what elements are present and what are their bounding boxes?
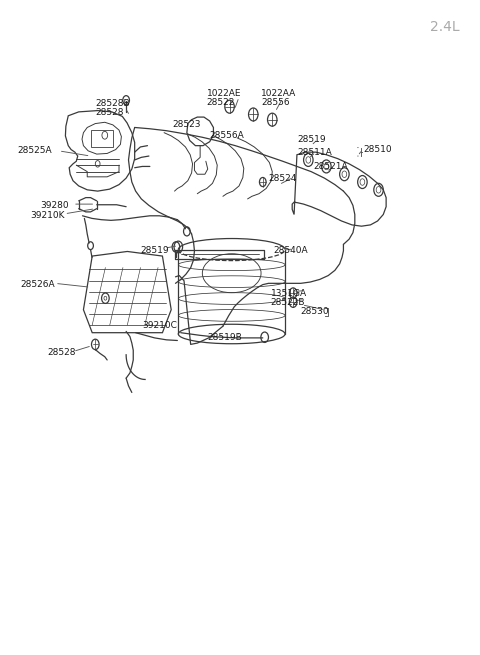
Text: 1022AE: 1022AE (207, 89, 241, 98)
Text: 28525A: 28525A (17, 146, 52, 155)
Bar (91, 130, 113, 147)
Text: 28511A: 28511A (297, 147, 332, 157)
Text: 28556: 28556 (261, 98, 290, 107)
Text: 28524: 28524 (268, 174, 297, 183)
Text: 28522B: 28522B (271, 297, 305, 307)
Text: 1022AA: 1022AA (261, 89, 297, 98)
Text: 28510: 28510 (363, 145, 392, 154)
Text: 28519B: 28519B (208, 333, 242, 342)
Text: 28519: 28519 (140, 246, 169, 255)
Text: 28556A: 28556A (209, 131, 244, 140)
Text: 28530: 28530 (301, 307, 329, 316)
Text: 28540A: 28540A (273, 246, 308, 255)
Text: 28528: 28528 (48, 348, 76, 358)
Text: 39210C: 39210C (143, 321, 178, 330)
Text: 28519: 28519 (297, 135, 325, 143)
Text: 28521A: 28521A (313, 162, 348, 171)
Text: 28526A: 28526A (21, 280, 55, 289)
Text: 28523: 28523 (173, 121, 201, 130)
Text: 39280: 39280 (40, 201, 69, 210)
Text: 1351GA: 1351GA (271, 289, 307, 297)
Text: 28528B: 28528B (96, 99, 130, 108)
Text: 2.4L: 2.4L (430, 20, 459, 34)
Text: 28522: 28522 (207, 98, 235, 107)
Text: 28528: 28528 (96, 108, 124, 117)
Text: 39210K: 39210K (30, 212, 65, 220)
